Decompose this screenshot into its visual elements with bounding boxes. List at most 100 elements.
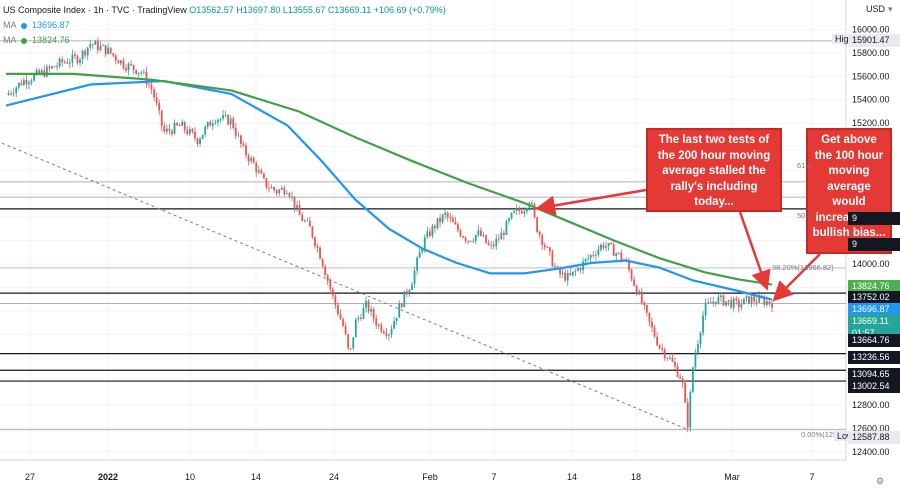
candle-body <box>582 261 584 271</box>
ma100-label[interactable]: MA <box>3 20 17 30</box>
candle-body <box>485 235 487 244</box>
candle-body <box>382 331 385 334</box>
candle-body <box>763 298 766 305</box>
candle-body <box>199 138 201 145</box>
candle-body <box>566 272 569 281</box>
candle-body <box>436 218 439 229</box>
y-tick-label: 15200.00 <box>852 118 890 128</box>
y-tick-label: 15800.00 <box>852 48 890 58</box>
candle-body <box>168 128 171 131</box>
candle-body <box>398 303 401 318</box>
candle-body <box>165 128 168 132</box>
candle-body <box>262 173 265 179</box>
candle-body <box>40 70 43 74</box>
candle-body <box>594 255 597 256</box>
candle-body <box>740 304 743 308</box>
tag-high: 15901.47 <box>848 34 900 47</box>
candle-body <box>720 295 722 297</box>
candle-body <box>605 246 607 248</box>
candle-body <box>331 289 334 296</box>
candle-body <box>697 344 699 354</box>
candle-body <box>610 242 613 245</box>
candle-body <box>403 291 406 308</box>
candle-body <box>643 303 646 306</box>
candle-body <box>518 208 521 212</box>
candle-body <box>574 270 577 272</box>
candle-body <box>58 58 61 67</box>
candle-body <box>395 317 398 321</box>
candle-body <box>602 244 605 248</box>
candle-body <box>7 93 10 96</box>
x-tick-label: Mar <box>724 472 740 482</box>
candle-body <box>17 82 20 88</box>
candle-body <box>541 234 544 245</box>
ma200-label[interactable]: MA <box>3 35 17 45</box>
candle-body <box>204 126 207 135</box>
y-tick-label: 15600.00 <box>852 71 890 81</box>
candle-body <box>671 357 674 362</box>
candle-body <box>260 170 263 174</box>
candle-body <box>137 72 140 74</box>
candle-body <box>679 376 681 379</box>
candle-body <box>372 309 375 319</box>
currency-label[interactable]: USD <box>866 4 886 14</box>
candle-body <box>691 367 694 392</box>
candle-body <box>270 187 273 189</box>
candle-body <box>219 118 222 120</box>
candle-body <box>648 312 651 322</box>
candle-body <box>400 303 403 308</box>
candle-body <box>278 189 281 194</box>
candle-body <box>569 272 572 276</box>
candle-body <box>209 121 212 126</box>
candle-body <box>628 261 630 270</box>
candle-body <box>467 240 470 242</box>
ma100-value: 13696.87 <box>32 20 70 30</box>
candle-body <box>35 70 38 75</box>
candle-body <box>352 337 355 349</box>
symbol-title[interactable]: US Composite Index · 1h · TVC · TradingV… <box>3 5 187 15</box>
candle-body <box>362 307 365 319</box>
candle-body <box>607 242 610 247</box>
candle-body <box>699 332 702 345</box>
candle-body <box>449 217 452 219</box>
candle-body <box>148 84 150 86</box>
currency-dropdown-icon[interactable]: ▾ <box>888 4 893 14</box>
candle-body <box>240 135 242 144</box>
candle-body <box>554 266 556 268</box>
candle-body <box>418 252 421 258</box>
tag-ma200: 13824.76 <box>848 280 900 293</box>
candle-body <box>311 226 314 238</box>
ma200-value: 13824.76 <box>32 35 70 45</box>
candle-body <box>140 72 143 74</box>
candle-body <box>727 300 730 302</box>
candle-body <box>377 324 380 326</box>
chart-settings-icon[interactable]: ⚙ <box>876 476 885 486</box>
candle-body <box>500 232 503 240</box>
candle-body <box>451 218 454 223</box>
candle-body <box>120 60 122 64</box>
candle-body <box>194 131 196 139</box>
candle-body <box>510 212 513 219</box>
candle-body <box>308 220 311 227</box>
candle-body <box>357 317 360 320</box>
candle-body <box>211 123 214 126</box>
ma200-line <box>6 72 773 286</box>
candle-body <box>234 128 237 136</box>
candle-body <box>265 178 268 188</box>
tag-s3: 13094.65 <box>848 368 900 381</box>
candle-body <box>360 317 362 319</box>
candle-body <box>48 66 51 69</box>
candle-body <box>288 193 291 197</box>
candle-body <box>181 122 184 126</box>
candle-body <box>497 238 500 240</box>
candle-body <box>342 319 344 327</box>
candle-body <box>109 47 112 54</box>
candle-body <box>329 280 332 290</box>
candle-body <box>531 202 533 205</box>
candle-body <box>222 115 224 119</box>
candle-body <box>712 301 715 304</box>
candle-body <box>206 121 209 127</box>
candle-body <box>163 125 166 132</box>
candle-body <box>480 230 482 236</box>
